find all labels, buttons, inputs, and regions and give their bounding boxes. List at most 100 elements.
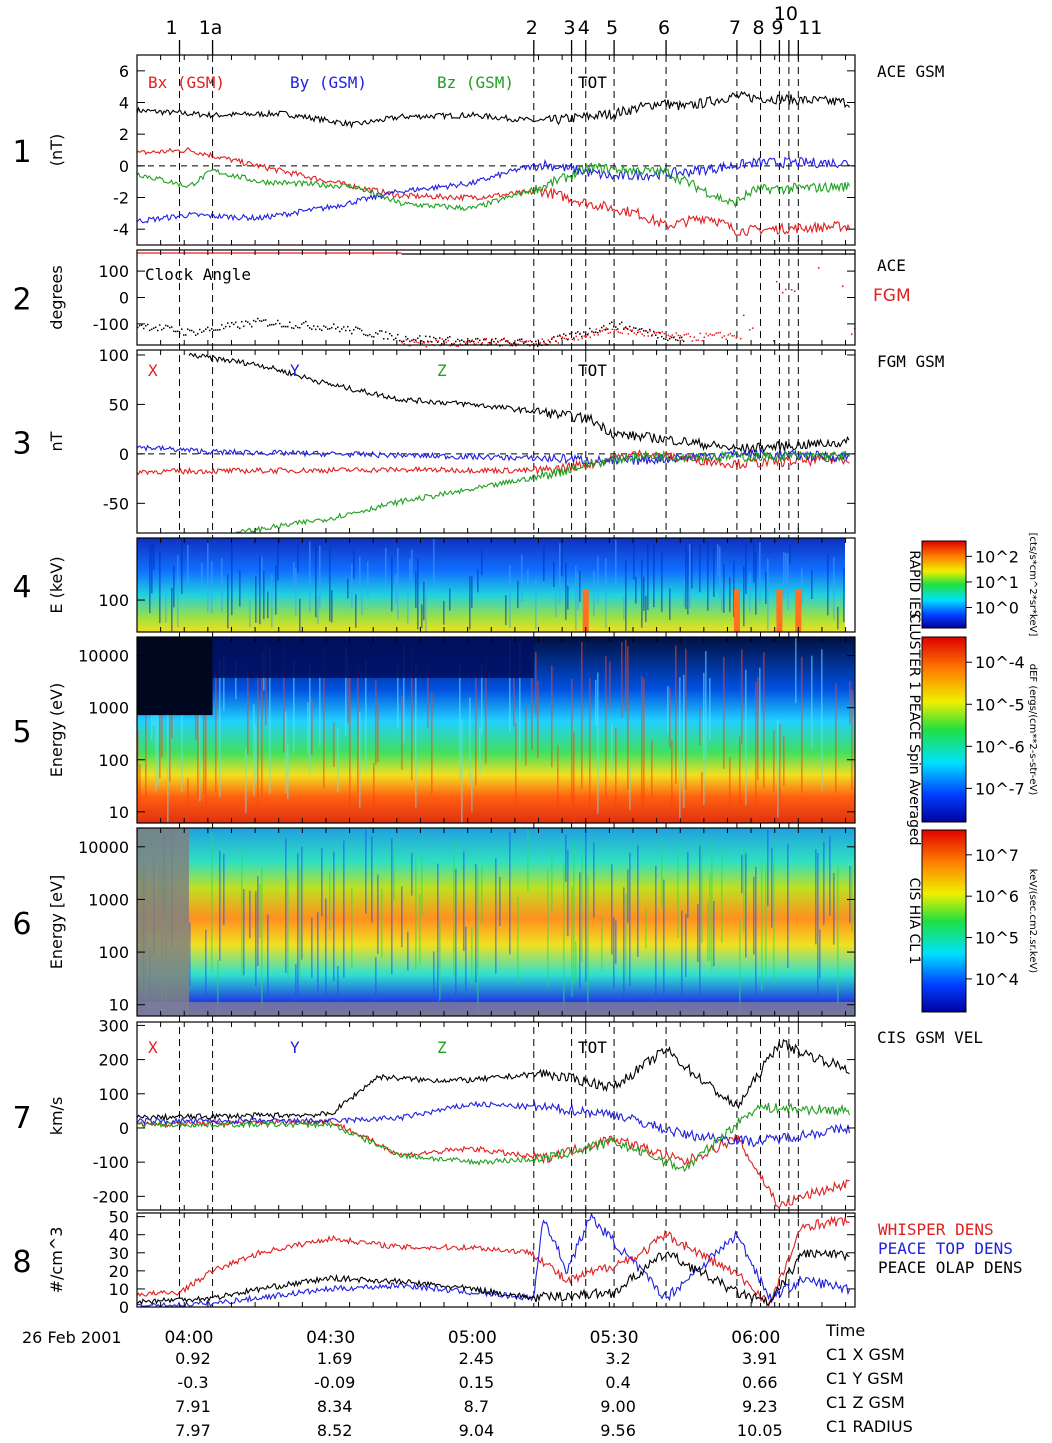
spectrogram-stripe — [421, 855, 423, 916]
clock-point — [337, 326, 339, 329]
colorbar-tick-label: 10^7 — [975, 846, 1019, 865]
clock-point — [385, 331, 387, 333]
right-label: FGM — [873, 286, 911, 306]
clock-point — [339, 330, 341, 333]
spectrogram-stripe — [357, 664, 359, 793]
clock-point — [421, 340, 423, 342]
legend-entry: Z — [437, 361, 447, 380]
y-tick-label: 0 — [119, 1298, 129, 1317]
spectrogram-stripe — [571, 678, 573, 804]
spectrogram-stripe — [411, 549, 413, 588]
spectrogram-stripe — [701, 841, 703, 943]
clock-point — [139, 324, 141, 327]
spectrogram-stripe — [153, 545, 155, 570]
spectrogram-stripe — [241, 853, 243, 980]
spectrogram-stripe — [627, 869, 629, 923]
clock-point — [489, 341, 491, 344]
legend-entry: TOT — [578, 1038, 607, 1057]
spectrogram-stripe — [211, 832, 213, 972]
colorbar-tick-label: 10^6 — [975, 887, 1019, 906]
spectrogram-stripe — [243, 889, 245, 976]
series-line-y — [136, 444, 850, 466]
series-line-bz-gsm- — [136, 162, 851, 212]
spectrogram-stripe — [421, 604, 423, 629]
panel-title: ACE GSM — [877, 62, 944, 81]
time-axis: 26 Feb 2001 04:00 04:30 05:00 05:30 06:00 Time… — [22, 1321, 913, 1440]
clock-point — [677, 334, 680, 337]
colorbar-title: CIS HIA CL 1 — [906, 878, 922, 965]
clock-point — [495, 337, 497, 340]
clock-point — [659, 331, 661, 334]
spectrogram-stripe — [683, 674, 685, 809]
panel-5: 10000 1000 100 10 5 Energy (eV) 10^-4 10^-5 10^-… — [12, 614, 1038, 846]
y-tick-label: 100 — [98, 943, 129, 962]
colorbar-tick-label: 10^2 — [975, 547, 1019, 566]
clock-point — [361, 329, 363, 332]
spectrogram-stripe — [685, 648, 687, 790]
spectrogram-stripe — [261, 556, 263, 597]
clock-point — [429, 340, 432, 343]
spectrogram-stripe — [283, 642, 285, 753]
clock-point — [255, 320, 257, 323]
spectrogram-stripe — [667, 685, 669, 734]
clock-point — [475, 343, 478, 346]
spectrogram-stripe — [817, 852, 819, 995]
clock-point — [395, 337, 397, 340]
series-line-x — [136, 1118, 850, 1209]
spectrogram-stripe — [325, 898, 327, 1006]
series-line-y — [136, 1100, 851, 1148]
spectrogram-stripe — [699, 708, 701, 746]
spectrogram-stripe — [851, 689, 853, 791]
clock-point — [715, 332, 718, 335]
spectrogram-stripe — [509, 564, 511, 628]
spectrogram-stripe — [321, 848, 323, 917]
clock-point — [441, 343, 443, 345]
spectrogram-stripe — [145, 661, 147, 798]
y-axis-label: Energy [eV] — [47, 875, 66, 969]
spectrogram-stripe — [355, 594, 357, 628]
clock-point — [565, 338, 568, 340]
spectrogram-stripe — [415, 571, 417, 609]
spectrogram-stripe — [563, 862, 565, 1008]
clock-point — [153, 327, 155, 329]
spectrogram-stripe — [329, 548, 331, 622]
clock-point — [521, 338, 523, 340]
clock-point — [529, 344, 531, 347]
spectrogram-stripe — [531, 652, 533, 750]
clock-point — [283, 325, 285, 328]
spectrogram-stripe — [479, 726, 481, 775]
clock-point — [637, 329, 640, 331]
spectrogram-stripe — [137, 729, 139, 795]
y-axis-label: Energy (eV) — [47, 683, 66, 777]
spectrogram-stripe — [397, 548, 399, 620]
clock-point — [655, 331, 658, 334]
clock-point — [481, 343, 483, 346]
spectrogram-stripe — [753, 876, 755, 955]
clock-point — [850, 333, 853, 335]
colorbar-tick-label: 10^-6 — [975, 737, 1025, 756]
clock-point — [603, 325, 605, 327]
spectrogram-stripe — [481, 663, 483, 735]
clock-point — [483, 338, 485, 341]
spectrogram-stripe — [701, 772, 703, 819]
spectrogram-stripe — [709, 678, 711, 741]
clock-point — [243, 325, 245, 328]
spectrogram-stripe — [275, 565, 277, 615]
spectrogram-stripe — [415, 858, 417, 970]
clock-point — [569, 332, 572, 335]
clock-point — [453, 342, 456, 345]
clock-point — [629, 325, 631, 328]
spectrogram-stripe — [223, 854, 225, 925]
clock-point — [477, 337, 479, 340]
spectrogram-stripe — [527, 829, 529, 892]
spectrogram-stripe — [249, 890, 251, 939]
spectrogram-stripe — [177, 555, 179, 628]
spectrogram-stripe — [653, 539, 655, 608]
spectrogram-stripe — [385, 547, 387, 586]
spectrogram-stripe — [515, 722, 517, 810]
spectrogram-stripe — [661, 550, 663, 612]
clock-point — [271, 323, 273, 326]
legend-entry: Bz (GSM) — [437, 73, 514, 92]
series-line-whisper-dens — [136, 1215, 850, 1307]
clock-point — [225, 325, 227, 328]
